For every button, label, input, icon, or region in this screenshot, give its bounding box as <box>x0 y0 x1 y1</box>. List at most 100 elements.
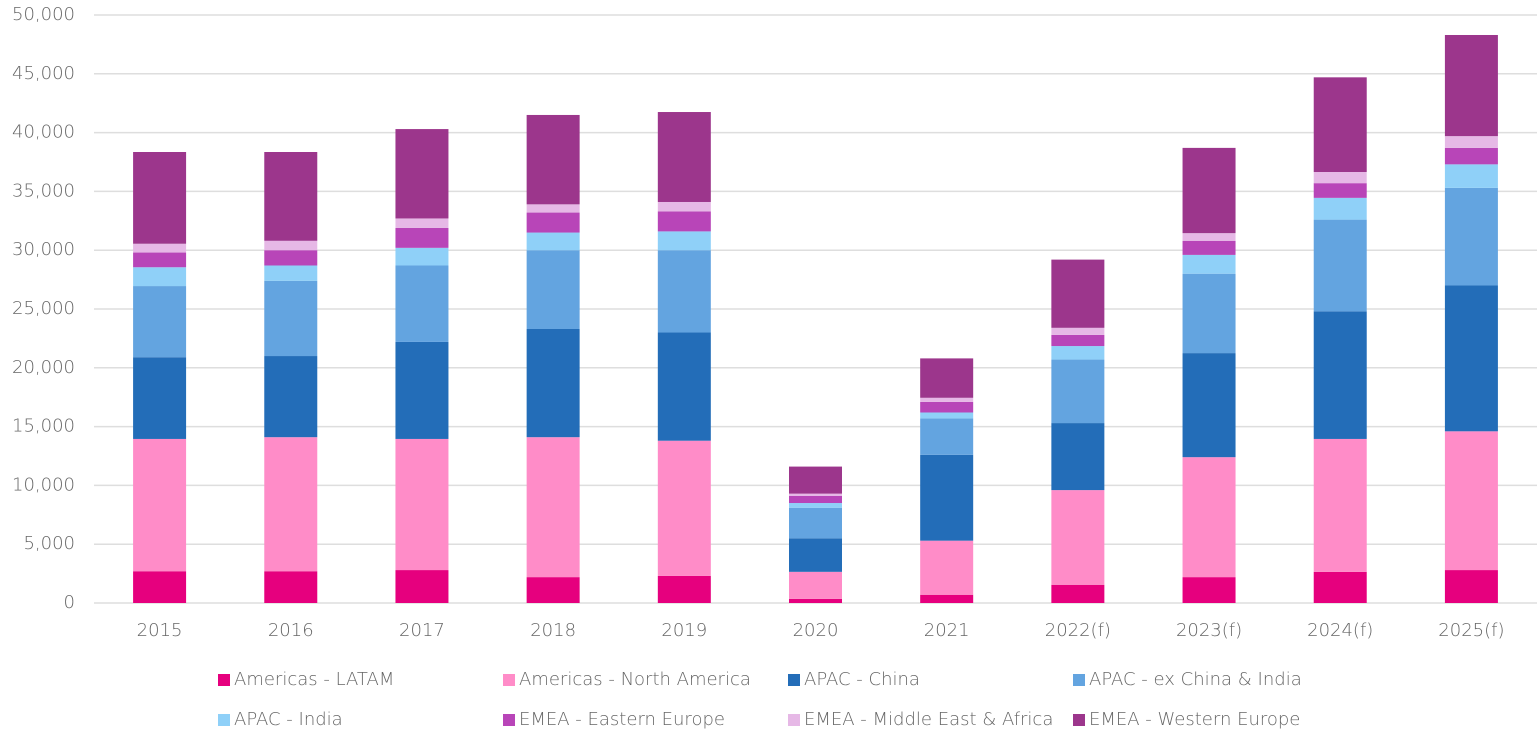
bar-segment <box>264 265 318 281</box>
x-tick-label: 2025(f) <box>1438 620 1504 641</box>
x-tick-label: 2019 <box>661 620 707 641</box>
bar-segment <box>1182 254 1236 274</box>
bar-segment <box>920 454 974 541</box>
y-tick-label: 45,000 <box>12 63 75 84</box>
legend-swatch <box>788 714 800 726</box>
bar-segment <box>1444 164 1498 188</box>
bar-segment <box>1051 423 1105 491</box>
bar-segment <box>1444 570 1498 603</box>
bar-segment <box>1182 577 1236 603</box>
bar-segment <box>789 503 842 508</box>
bar-segment <box>264 571 318 603</box>
bar-segment <box>920 397 974 402</box>
bar-segment <box>1444 147 1498 165</box>
bar-segment <box>526 250 580 329</box>
bar-segment <box>1313 77 1367 172</box>
bar-segment <box>1051 327 1105 335</box>
bar-segment <box>1313 438 1367 572</box>
x-tick-label: 2024(f) <box>1307 620 1373 641</box>
bar-segment <box>657 250 711 333</box>
bar-segment <box>395 341 449 439</box>
bar-segment <box>1182 353 1236 458</box>
bar-segment <box>1182 240 1236 255</box>
legend-label: Americas - North America <box>519 669 751 690</box>
bar-segment <box>395 247 449 266</box>
bar-segment <box>133 357 187 439</box>
bar-segment <box>1051 346 1105 360</box>
bar-segment <box>1313 171 1367 184</box>
x-tick-label: 2017 <box>399 620 445 641</box>
bar-segment <box>1444 136 1498 148</box>
x-tick-label: 2021 <box>924 620 970 641</box>
bar-segment <box>1444 431 1498 571</box>
bar-segment <box>526 232 580 251</box>
bar-segment <box>657 332 711 441</box>
bar-segment <box>133 152 187 244</box>
bar-segment <box>1051 334 1105 347</box>
bar-segment <box>1051 359 1105 424</box>
bar-segment <box>133 243 187 253</box>
bar-segment <box>1182 457 1236 578</box>
bar-segment <box>133 267 187 287</box>
bar-segment <box>133 571 187 603</box>
legend-label: EMEA - Middle East & Africa <box>804 709 1053 730</box>
legend-swatch <box>503 674 515 686</box>
bar-segment <box>264 280 318 357</box>
y-tick-label: 50,000 <box>12 4 75 25</box>
legend-swatch <box>788 674 800 686</box>
bar-segment <box>789 507 842 539</box>
bar-segment <box>789 598 842 603</box>
bar-segment <box>264 437 318 572</box>
y-tick-label: 35,000 <box>12 180 75 201</box>
y-tick-label: 20,000 <box>12 357 75 378</box>
legend-label: APAC - China <box>804 669 920 690</box>
bar-segment <box>395 129 449 219</box>
bar-segment <box>1051 584 1105 603</box>
bar-segment <box>395 265 449 342</box>
y-tick-label: 0 <box>64 592 75 613</box>
bar-segment <box>789 466 842 494</box>
legend-swatch <box>1073 714 1085 726</box>
y-tick-label: 5,000 <box>23 533 75 554</box>
y-tick-label: 10,000 <box>12 474 75 495</box>
bar-segment <box>1182 233 1236 241</box>
bar-segment <box>133 286 187 358</box>
x-tick-label: 2016 <box>268 620 314 641</box>
bar-segment <box>1313 219 1367 312</box>
legend-label: Americas - LATAM <box>234 669 394 690</box>
bar-segment <box>1051 259 1105 328</box>
legend-label: APAC - India <box>234 709 343 730</box>
x-tick-label: 2020 <box>793 620 839 641</box>
legend-swatch <box>218 714 230 726</box>
bar-segment <box>1313 571 1367 603</box>
bar-segment <box>264 240 318 251</box>
y-tick-label: 30,000 <box>12 239 75 260</box>
bar-segment <box>1444 187 1498 286</box>
bar-segment <box>526 328 580 438</box>
bar-segment <box>526 437 580 578</box>
bar-segment <box>920 401 974 413</box>
bar-segment <box>264 152 318 241</box>
bar-segment <box>395 218 449 228</box>
bar-segment <box>526 114 580 205</box>
bar-segment <box>1313 311 1367 439</box>
bar-segment <box>1182 273 1236 354</box>
bar-segment <box>395 227 449 248</box>
bar-segment <box>526 212 580 233</box>
bar-segment <box>920 358 974 398</box>
y-tick-label: 40,000 <box>12 122 75 143</box>
bar-segment <box>264 356 318 438</box>
bar-segment <box>920 412 974 419</box>
bar-segment <box>789 571 842 599</box>
bar-segment <box>1313 197 1367 220</box>
bar-segment <box>1313 183 1367 198</box>
legend-swatch <box>218 674 230 686</box>
bar-segment <box>657 112 711 202</box>
legend-label: APAC - ex China & India <box>1089 669 1302 690</box>
bar-segment <box>920 418 974 455</box>
bar-segment <box>657 201 711 212</box>
bar-segment <box>526 204 580 213</box>
bar-segment <box>395 438 449 571</box>
bar-segment <box>657 231 711 251</box>
